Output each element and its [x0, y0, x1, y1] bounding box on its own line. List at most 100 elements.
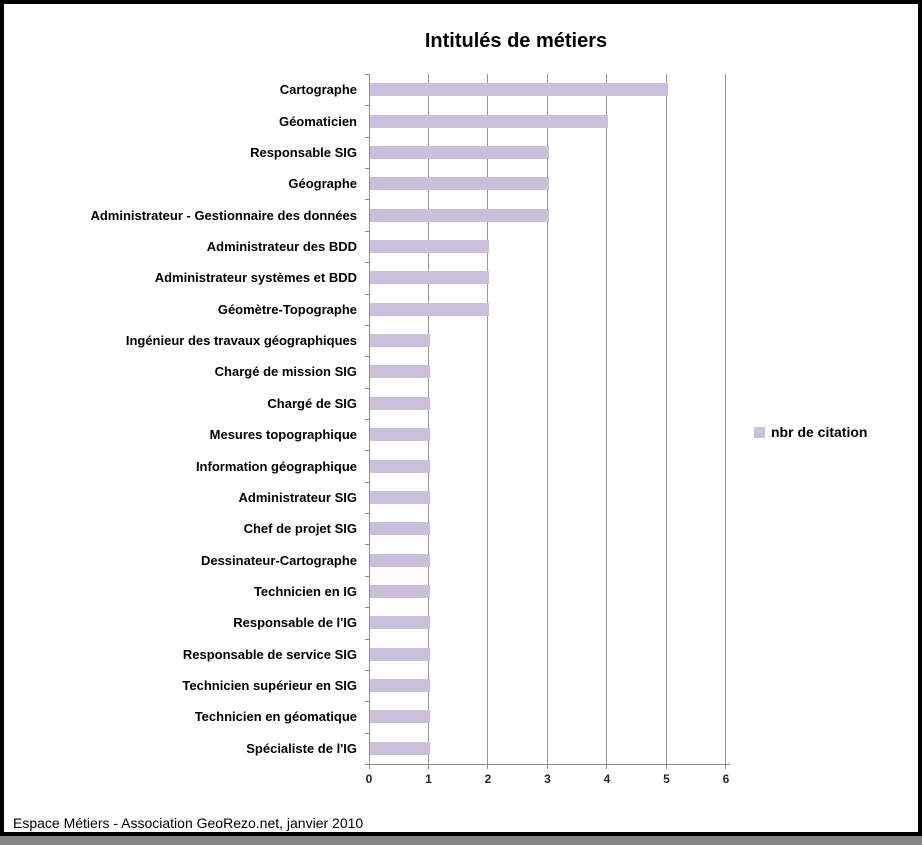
y-axis-tick — [365, 74, 369, 75]
category-label: Chargé de mission SIG — [214, 364, 357, 380]
bar — [370, 491, 430, 504]
y-axis-tick — [365, 231, 369, 232]
y-axis-tick — [365, 105, 369, 106]
gridline — [546, 74, 548, 764]
y-axis-tick — [365, 199, 369, 200]
x-axis-tick — [665, 764, 667, 769]
category-label: Responsable de l'IG — [233, 615, 357, 631]
category-label: Cartographe — [279, 82, 357, 98]
bar — [370, 616, 430, 629]
category-label: Ingénieur des travaux géographiques — [125, 333, 357, 349]
y-axis-tick — [365, 764, 369, 765]
category-label: Chef de projet SIG — [243, 521, 357, 537]
category-label: Administrateur - Gestionnaire des donnée… — [90, 207, 357, 223]
gridline — [665, 74, 667, 764]
y-axis-tick — [365, 733, 369, 734]
bar — [370, 679, 430, 692]
category-label: Administrateur systèmes et BDD — [154, 270, 357, 286]
x-axis-tick — [546, 764, 548, 769]
x-axis-label: 6 — [722, 772, 730, 786]
y-axis-tick — [365, 670, 369, 671]
y-axis-tick — [365, 419, 369, 420]
x-axis-label: 0 — [365, 772, 373, 786]
bar — [370, 303, 489, 316]
bar — [370, 648, 430, 661]
y-axis-line — [369, 74, 370, 764]
gridline — [487, 74, 488, 764]
y-axis-tick — [365, 513, 369, 514]
category-label: Technicien en géomatique — [194, 709, 357, 725]
category-label: Administrateur SIG — [238, 489, 357, 505]
y-axis-tick — [365, 262, 369, 263]
x-axis-label: 5 — [663, 772, 670, 786]
gridline — [427, 74, 429, 764]
bar — [370, 177, 549, 190]
bar — [370, 428, 430, 441]
x-axis-line — [365, 764, 730, 765]
category-label: Géomaticien — [278, 113, 357, 129]
category-label: Responsable SIG — [250, 144, 357, 160]
y-axis-tick — [365, 544, 369, 545]
x-axis-tick — [725, 764, 726, 769]
x-axis-tick — [369, 764, 370, 769]
x-axis-label: 4 — [603, 772, 611, 786]
bottom-strip — [0, 836, 922, 845]
bar — [370, 554, 430, 567]
y-axis-tick — [365, 388, 369, 389]
category-label: Responsable de service SIG — [182, 646, 357, 662]
y-axis-tick — [365, 701, 369, 702]
bar — [370, 585, 430, 598]
category-label: Administrateur des BDD — [206, 238, 357, 254]
y-axis-tick — [365, 576, 369, 577]
category-label: Géographe — [288, 176, 357, 192]
y-axis-tick — [365, 168, 369, 169]
gridline — [725, 74, 726, 764]
bar — [370, 146, 549, 159]
bar — [370, 397, 430, 410]
x-axis-label: 1 — [425, 772, 432, 786]
bar — [370, 209, 549, 222]
legend: nbr de citation — [754, 424, 867, 440]
chart-title: Intitulés de métiers — [424, 30, 608, 52]
x-axis-tick-labels: 0 1 2 3 4 5 6 — [366, 772, 730, 788]
x-axis-label: 3 — [544, 772, 551, 786]
bar — [370, 710, 430, 723]
bar — [370, 240, 489, 253]
y-axis-tick — [365, 294, 369, 295]
y-axis-tick — [365, 482, 369, 483]
category-label: Spécialiste de l'IG — [246, 740, 357, 756]
legend-label: nbr de citation — [771, 424, 868, 440]
category-label: Technicien supérieur en SIG — [182, 678, 357, 694]
bar — [370, 334, 430, 347]
bar — [370, 460, 430, 473]
y-axis-tick — [365, 450, 369, 451]
footer-caption: Espace Métiers - Association GeoRezo.net… — [13, 815, 364, 831]
bar — [370, 115, 608, 128]
plot-area — [365, 74, 730, 769]
y-axis-tick — [365, 607, 369, 608]
bar — [370, 271, 489, 284]
category-label: Géomètre-Topographe — [217, 301, 357, 317]
category-label: Chargé de SIG — [267, 395, 357, 411]
bar — [370, 522, 430, 535]
category-label: Information géographique — [195, 458, 357, 474]
y-axis-tick — [365, 639, 369, 640]
y-axis-tick — [365, 356, 369, 357]
category-label: Mesures topographique — [209, 427, 357, 443]
bar — [370, 365, 430, 378]
category-label: Technicien en IG — [253, 583, 357, 599]
category-axis-labels: Cartographe Géomaticien Responsable SIG Géo… — [4, 74, 357, 764]
y-axis-tick — [365, 137, 369, 138]
bar — [370, 742, 430, 755]
category-label: Dessinateur-Cartographe — [200, 552, 357, 568]
bar — [370, 83, 668, 96]
x-axis-label: 2 — [484, 772, 492, 786]
legend-swatch-icon — [754, 426, 765, 438]
gridline — [606, 74, 607, 764]
x-axis-tick — [427, 764, 429, 769]
y-axis-tick — [365, 325, 369, 326]
x-axis-tick — [487, 764, 488, 769]
x-axis-tick — [606, 764, 607, 769]
